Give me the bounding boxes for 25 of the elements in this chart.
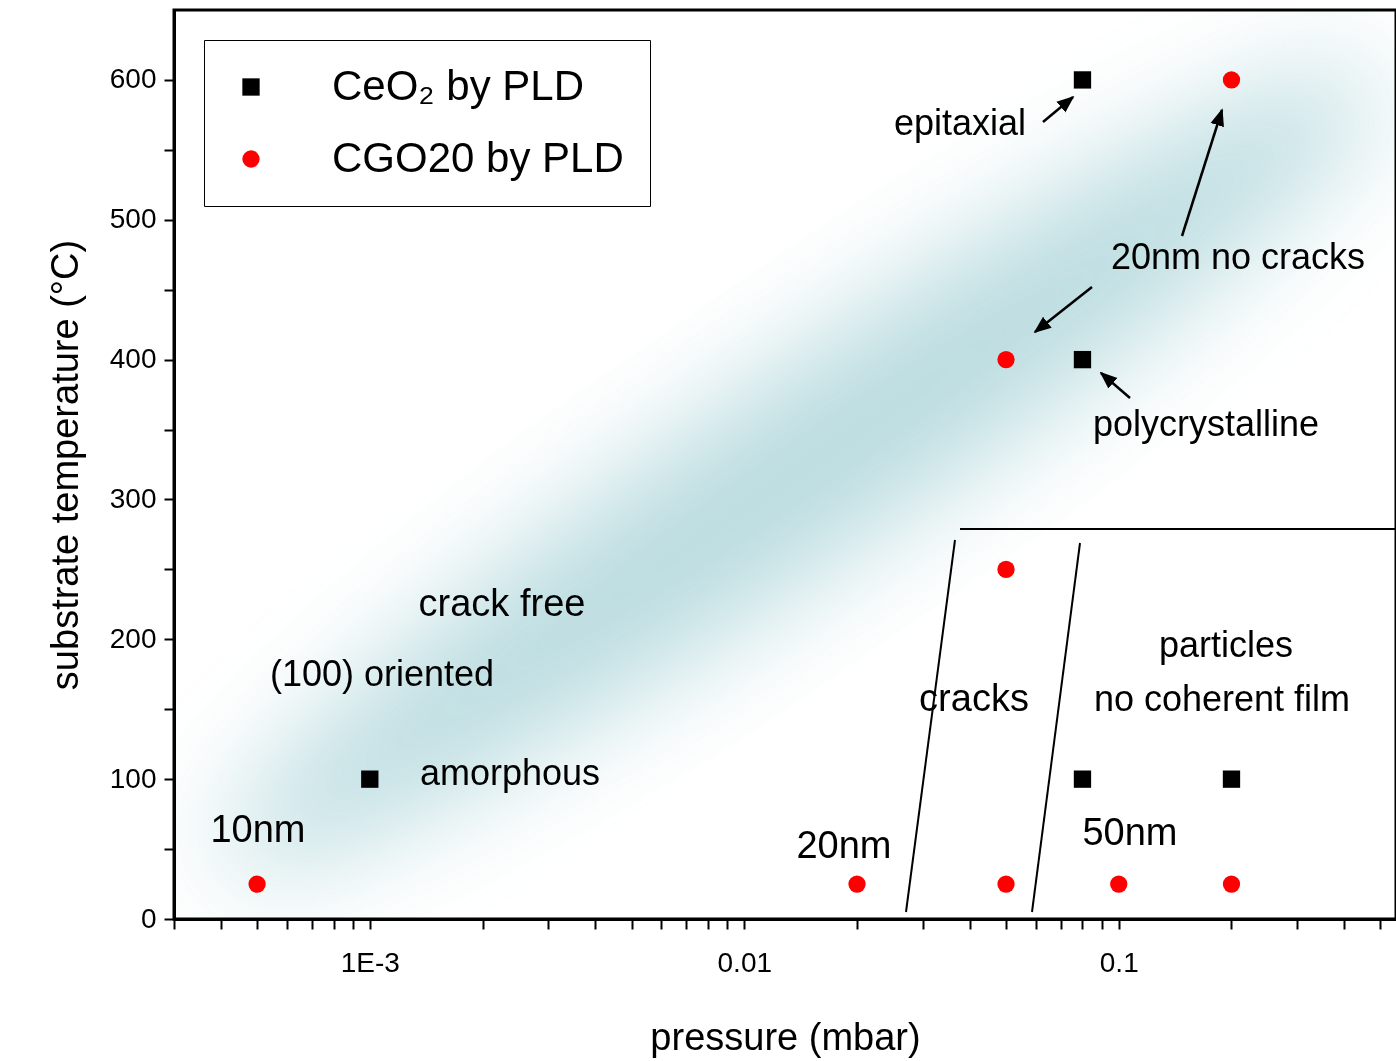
y-tick-label: 600 <box>109 63 157 95</box>
annotation: epitaxial <box>893 101 1027 143</box>
y-tick-label: 400 <box>109 343 157 375</box>
y-axis-title: substrate temperature (°C) <box>43 239 86 691</box>
x-axis-title: pressure (mbar) <box>650 1015 921 1058</box>
x-tick-label: 0.01 <box>717 946 773 978</box>
legend-label: CGO20 by PLD <box>332 134 624 181</box>
x-tick-label: 1E-3 <box>340 946 400 978</box>
annotation: 20nm <box>796 824 892 866</box>
x-tick-label: 0.1 <box>1099 946 1139 978</box>
annotation: 50nm <box>1082 811 1178 853</box>
y-tick-label: 200 <box>109 622 157 654</box>
legend-label: CeO₂ by PLD <box>332 62 585 109</box>
y-tick-label: 500 <box>109 203 157 235</box>
annotation: particles <box>1158 623 1294 665</box>
annotation: 20nm no cracks <box>1110 235 1366 277</box>
y-tick-label: 300 <box>109 482 157 514</box>
y-tick-label: 0 <box>140 902 157 934</box>
y-tick-label: 100 <box>109 762 157 794</box>
annotation: polycrystalline <box>1092 402 1320 444</box>
annotation: crack free <box>418 582 586 624</box>
annotation: (100) oriented <box>269 652 495 694</box>
annotation: no coherent film <box>1093 677 1351 719</box>
annotation: 10nm <box>210 808 306 850</box>
annotation: amorphous <box>419 751 601 793</box>
